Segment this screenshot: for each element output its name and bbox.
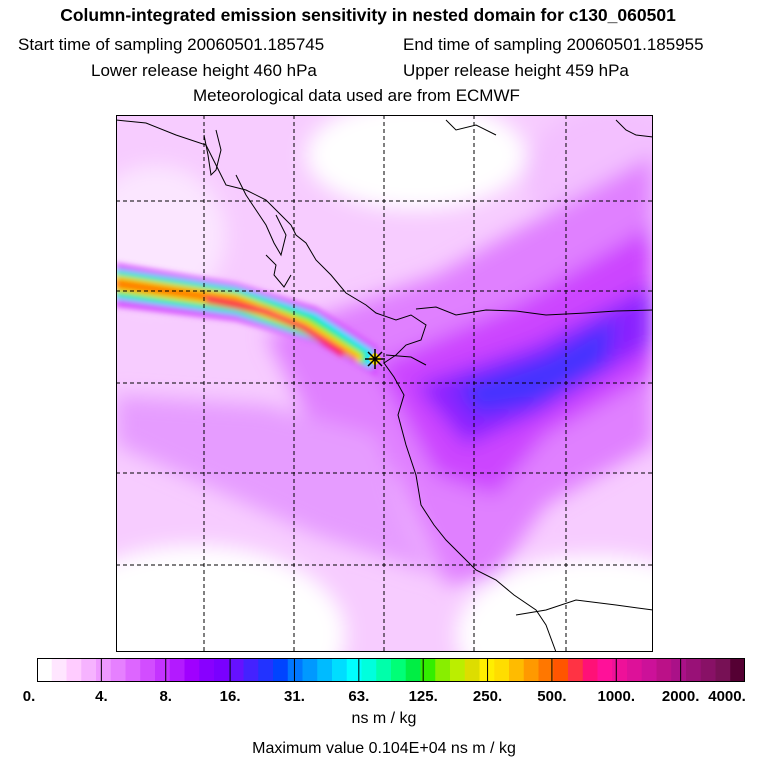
end-time-label: End time of sampling 20060501.185955 — [403, 35, 704, 54]
colorbar-cell — [96, 658, 112, 682]
colorbar-cell — [199, 658, 215, 682]
colorbar-cell — [258, 658, 274, 682]
colorbar-cell — [538, 658, 554, 682]
maximum-value-label: Maximum value 0.104E+04 ns m / kg — [252, 740, 516, 757]
colorbar-tick-label: 16. — [219, 688, 241, 705]
met-data-label: Meteorological data used are from ECMWF — [193, 86, 520, 105]
colorbar-cell — [125, 658, 141, 682]
colorbar-cell — [287, 658, 303, 682]
colorbar-cell — [494, 658, 510, 682]
colorbar-cell — [184, 658, 200, 682]
colorbar-cell — [140, 658, 156, 682]
colorbar-cell — [656, 658, 672, 682]
colorbar-cell — [169, 658, 185, 682]
colorbar-cell — [405, 658, 421, 682]
colorbar-cell — [686, 658, 702, 682]
colorbar-cell — [361, 658, 377, 682]
colorbar-tick-label: 63. — [348, 688, 370, 705]
colorbar-cell — [51, 658, 67, 682]
colorbar-cell — [641, 658, 657, 682]
colorbar-cell — [730, 658, 745, 682]
colorbar-cell — [81, 658, 97, 682]
colorbar-cell — [243, 658, 259, 682]
map-title: Column-integrated emission sensitivity i… — [60, 5, 676, 25]
release-marker — [365, 349, 385, 369]
colorbar-tick-label: 31. — [284, 688, 305, 705]
colorbar-units: ns m / kg — [351, 710, 417, 727]
colorbar-cell — [553, 658, 569, 682]
colorbar-cell — [376, 658, 392, 682]
colorbar-cell — [302, 658, 318, 682]
colorbar-cell — [66, 658, 82, 682]
colorbar-cell — [715, 658, 731, 682]
colorbar-tick-label: 2000. — [661, 688, 700, 705]
colorbar-cell — [228, 658, 244, 682]
colorbar-tick-label: 500. — [537, 688, 567, 705]
colorbar-cell — [332, 658, 348, 682]
colorbar-cell — [671, 658, 687, 682]
upper-release-label: Upper release height 459 hPa — [403, 61, 629, 80]
colorbar-tick-label: 0. — [22, 688, 36, 705]
colorbar-cell — [391, 658, 407, 682]
start-time-label: Start time of sampling 20060501.185745 — [18, 35, 325, 54]
colorbar-cell — [420, 658, 436, 682]
colorbar-cell — [582, 658, 598, 682]
colorbar-cell — [37, 658, 53, 682]
lower-release-label: Lower release height 460 hPa — [91, 61, 317, 80]
colorbar-cell — [700, 658, 716, 682]
colorbar-tick-label: 125. — [408, 688, 438, 705]
colorbar-cell — [110, 658, 126, 682]
colorbar-cell — [627, 658, 643, 682]
colorbar-tick-label: 4000. — [708, 688, 746, 705]
colorbar-cell — [346, 658, 362, 682]
coastlines — [116, 119, 653, 652]
colorbar-cell — [214, 658, 230, 682]
sensitivity-field — [116, 115, 653, 652]
colorbar — [37, 658, 745, 682]
colorbar-cell — [464, 658, 480, 682]
colorbar-cell — [273, 658, 289, 682]
sensitivity-map — [116, 115, 653, 652]
colorbar-cell — [509, 658, 525, 682]
colorbar-tick-label: 4. — [95, 688, 108, 705]
colorbar-cell — [155, 658, 171, 682]
lat-lon-grid — [116, 115, 653, 652]
colorbar-cell — [435, 658, 451, 682]
colorbar-cell — [597, 658, 613, 682]
colorbar-cell — [450, 658, 466, 682]
colorbar-tick-label: 1000. — [597, 688, 636, 705]
colorbar-cell — [523, 658, 539, 682]
colorbar-tick-label: 8. — [159, 688, 172, 705]
colorbar-tick-label: 250. — [472, 688, 503, 705]
colorbar-cell — [317, 658, 333, 682]
colorbar-cell — [612, 658, 628, 682]
colorbar-cell — [568, 658, 584, 682]
